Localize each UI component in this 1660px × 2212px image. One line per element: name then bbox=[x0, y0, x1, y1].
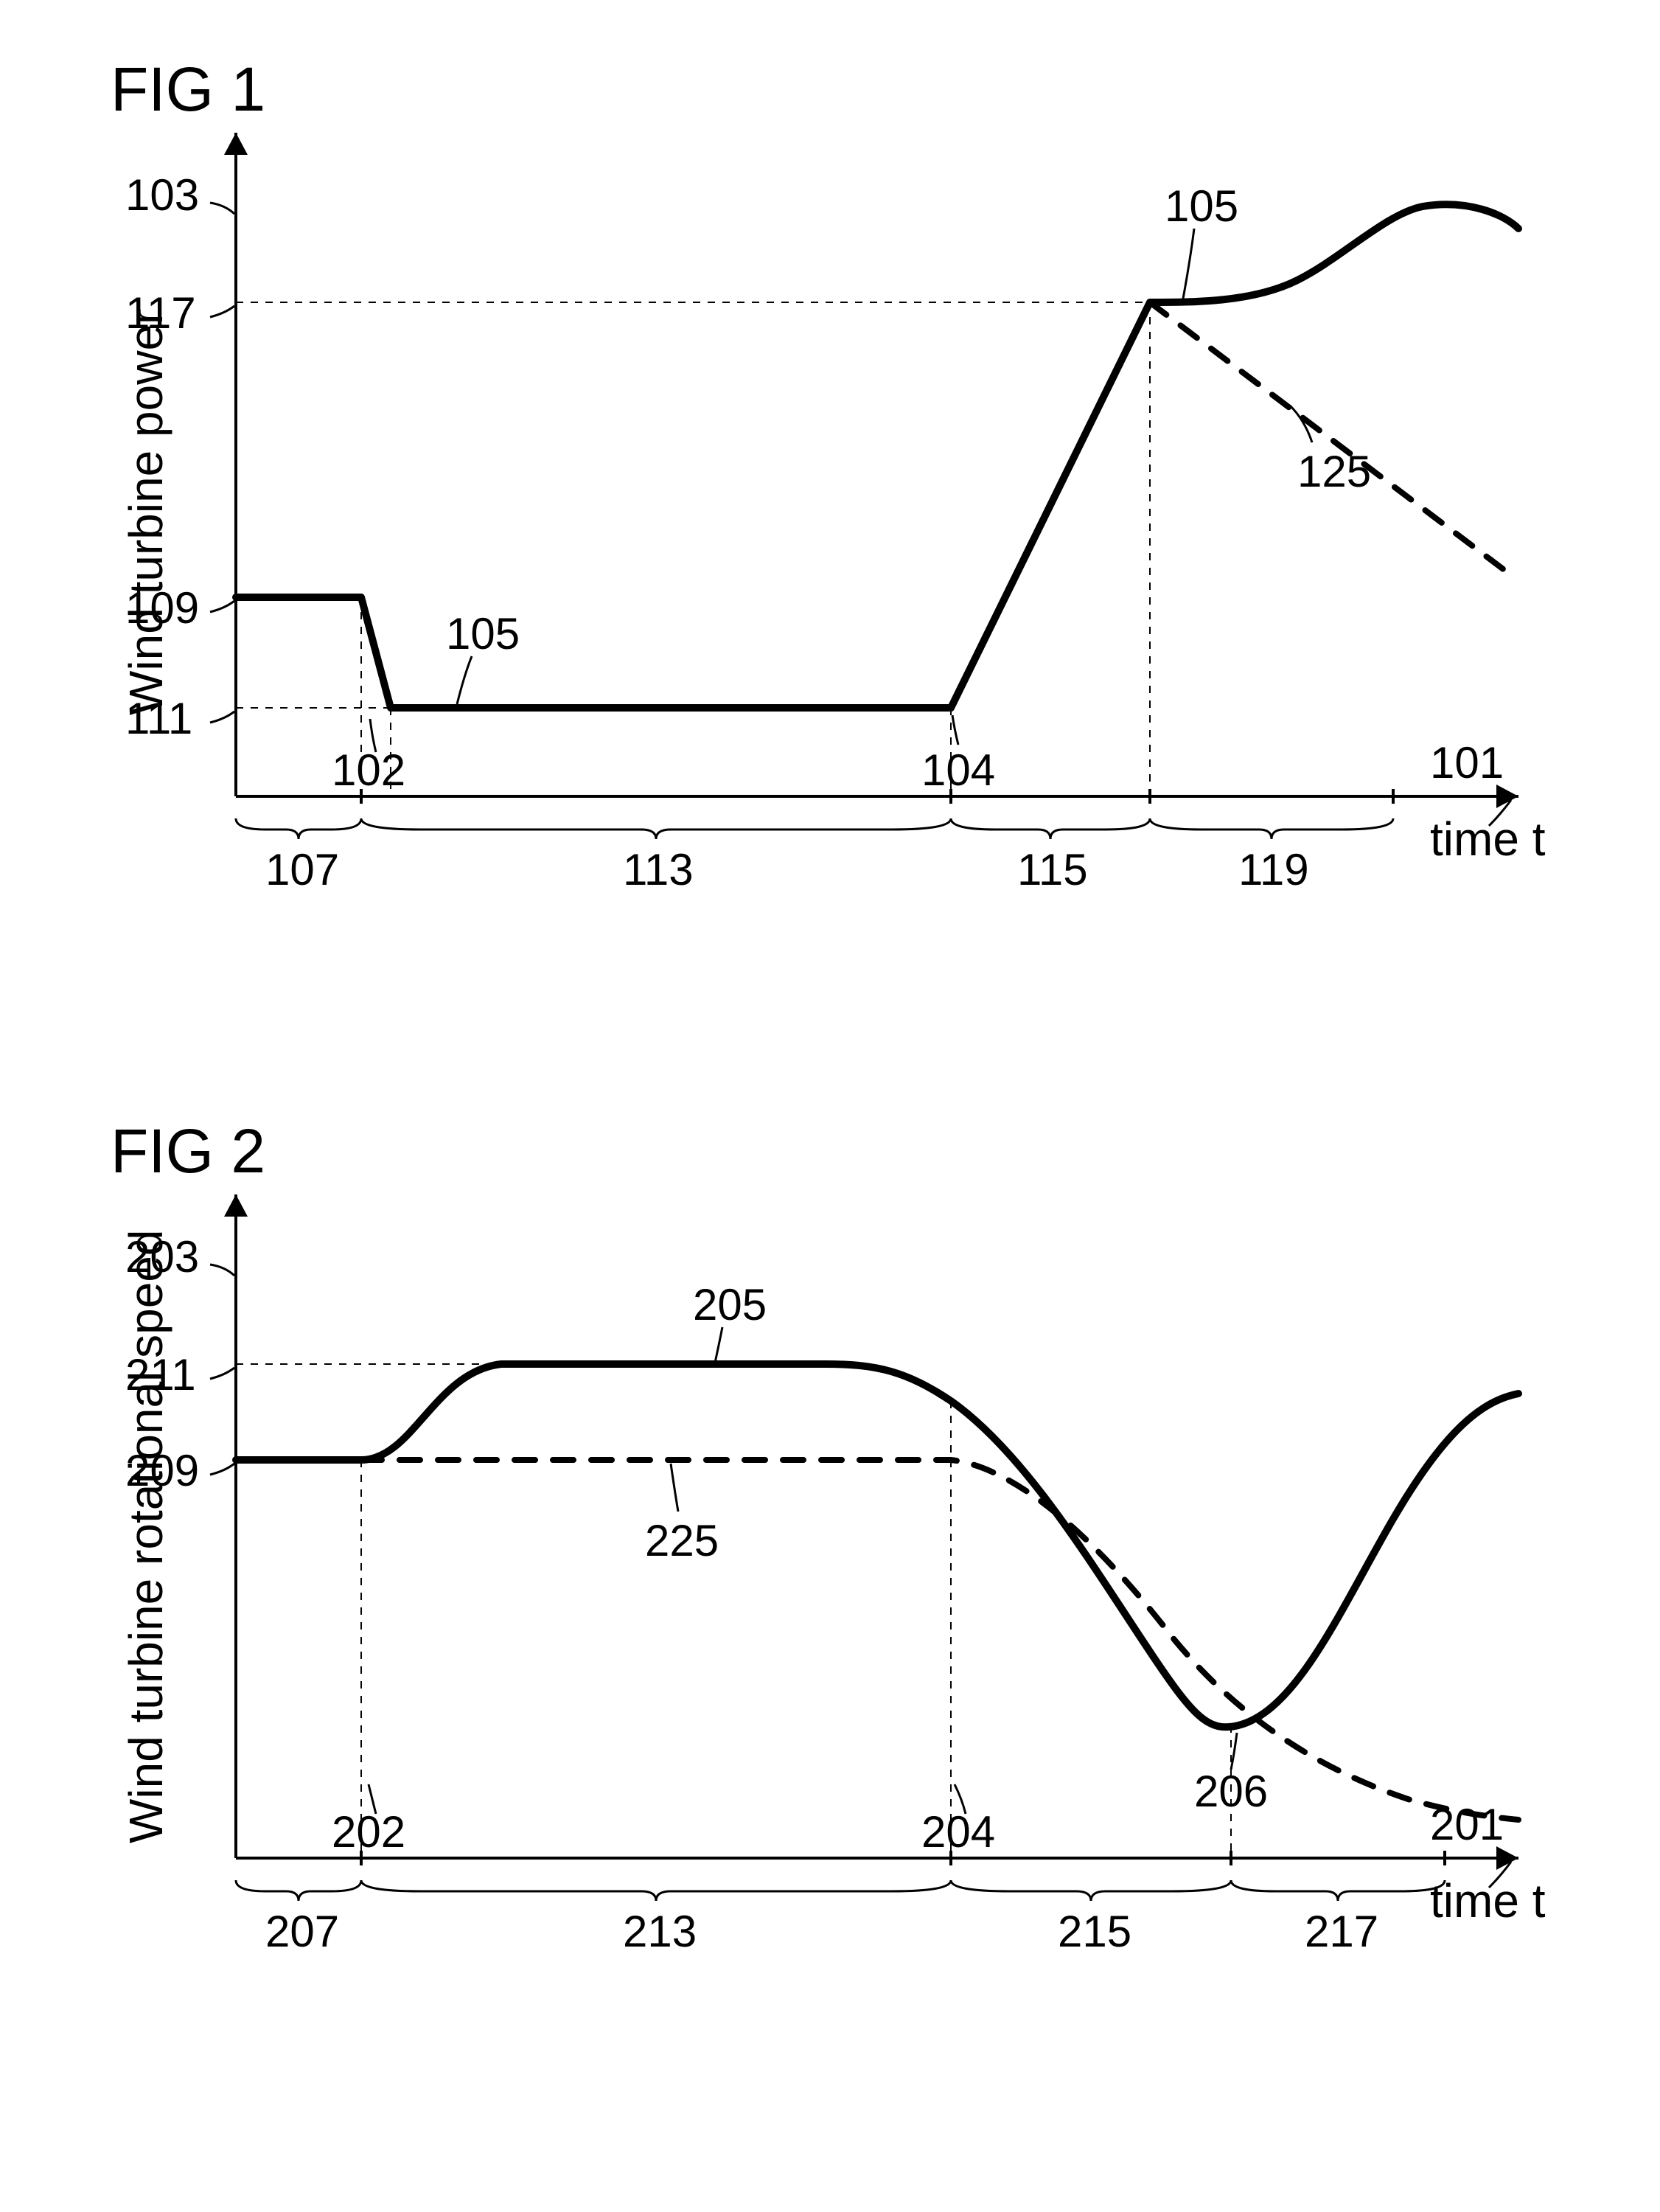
fig2-leader-203 bbox=[210, 1265, 234, 1276]
fig1-leader-109 bbox=[210, 601, 234, 612]
fig1-ref-115: 115 bbox=[1017, 845, 1088, 894]
fig2-leader-209 bbox=[210, 1464, 234, 1475]
fig2-ref-201: 201 bbox=[1430, 1800, 1504, 1849]
fig2-leader-206 bbox=[1231, 1733, 1237, 1770]
fig1-ref-105b: 105 bbox=[1165, 181, 1238, 231]
fig2-ref-205: 205 bbox=[693, 1280, 767, 1329]
fig1-leader-105b bbox=[1183, 229, 1194, 299]
fig2-ref-203: 203 bbox=[125, 1232, 199, 1281]
fig2-ref-206: 206 bbox=[1194, 1767, 1268, 1816]
figure-container: FIG 1 Wind turbine power time t bbox=[44, 44, 1616, 2050]
fig2-leader-205 bbox=[715, 1327, 722, 1363]
fig2-ref-207: 207 bbox=[265, 1907, 339, 1956]
fig2-ref-211: 211 bbox=[125, 1350, 196, 1399]
fig1-brace-113 bbox=[361, 818, 951, 839]
fig1-leader-105a bbox=[457, 656, 472, 704]
fig1-ref-125: 125 bbox=[1297, 447, 1371, 496]
fig2-title: FIG 2 bbox=[111, 1116, 265, 1186]
fig1-ref-101: 101 bbox=[1430, 738, 1504, 787]
fig2-y-axis-arrow bbox=[224, 1194, 248, 1217]
fig2-leader-225 bbox=[671, 1464, 678, 1512]
fig1-ref-103: 103 bbox=[125, 170, 199, 220]
figure-1: FIG 1 Wind turbine power time t bbox=[44, 44, 1616, 988]
fig1-leader-117 bbox=[210, 306, 234, 317]
fig2-brace-213 bbox=[361, 1880, 951, 1901]
fig1-ref-102: 102 bbox=[332, 745, 405, 795]
fig1-brace-115 bbox=[951, 818, 1150, 839]
fig2-y-axis-label: Wind turbine rotational speed bbox=[119, 1230, 172, 1844]
fig1-ref-119: 119 bbox=[1238, 845, 1309, 894]
fig1-leader-111 bbox=[210, 712, 234, 723]
fig1-dashed-curve bbox=[1150, 302, 1511, 575]
fig2-dashed-curve bbox=[361, 1460, 1518, 1820]
fig2-ref-217: 217 bbox=[1305, 1907, 1378, 1956]
fig1-ref-104: 104 bbox=[921, 745, 995, 795]
fig2-brace-207 bbox=[236, 1880, 361, 1901]
fig1-x-axis-label: time t bbox=[1430, 813, 1546, 866]
fig1-ref-107: 107 bbox=[265, 845, 339, 894]
fig2-ref-213: 213 bbox=[623, 1907, 697, 1956]
fig1-leader-103 bbox=[210, 203, 234, 214]
fig1-brace-107 bbox=[236, 818, 361, 839]
fig2-ref-225: 225 bbox=[645, 1516, 719, 1565]
fig2-x-axis-label: time t bbox=[1430, 1874, 1546, 1927]
fig2-leader-211 bbox=[210, 1368, 234, 1379]
fig1-brace-119 bbox=[1150, 818, 1393, 839]
fig1-ref-105a: 105 bbox=[446, 609, 520, 658]
fig1-ref-111: 111 bbox=[125, 694, 192, 743]
fig2-solid-curve bbox=[236, 1364, 1518, 1727]
fig2-ref-204: 204 bbox=[921, 1807, 995, 1857]
figure-2-svg: FIG 2 Wind turbine rotational speed time… bbox=[44, 1106, 1616, 2050]
fig1-leader-104 bbox=[952, 715, 958, 745]
fig1-title: FIG 1 bbox=[111, 55, 265, 124]
fig2-ref-209: 209 bbox=[125, 1446, 199, 1495]
fig2-brace-217 bbox=[1231, 1880, 1445, 1901]
fig1-ref-109: 109 bbox=[125, 583, 199, 633]
figure-1-svg: FIG 1 Wind turbine power time t bbox=[44, 44, 1616, 988]
fig1-y-axis-label: Wind turbine power bbox=[119, 309, 172, 715]
fig1-ref-113: 113 bbox=[623, 845, 694, 894]
fig2-ref-215: 215 bbox=[1058, 1907, 1131, 1956]
fig2-ref-202: 202 bbox=[332, 1807, 405, 1857]
fig2-brace-215 bbox=[951, 1880, 1231, 1901]
fig1-y-axis-arrow bbox=[224, 133, 248, 155]
figure-2: FIG 2 Wind turbine rotational speed time… bbox=[44, 1106, 1616, 2050]
fig1-ref-117: 117 bbox=[125, 288, 196, 338]
